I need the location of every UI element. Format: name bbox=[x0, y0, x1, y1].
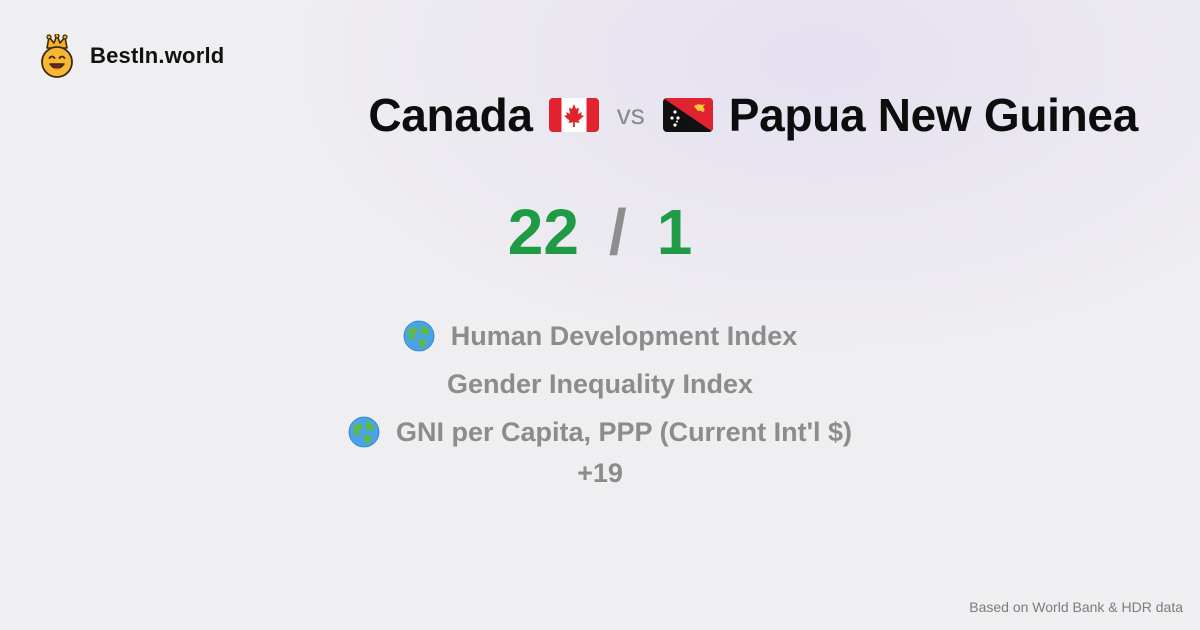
crowned-smiley-icon bbox=[41, 34, 73, 78]
category-item[interactable]: Human Development Index bbox=[0, 312, 1200, 360]
more-categories-count[interactable]: +19 bbox=[577, 458, 623, 488]
category-label: Human Development Index bbox=[450, 320, 798, 351]
brand-name: BestIn.world bbox=[90, 43, 225, 68]
category-label: Gender Inequality Index bbox=[446, 368, 754, 399]
page-title: Canada vs Papua New Guinea bbox=[0, 88, 1200, 148]
category-item[interactable]: GNI per Capita, PPP (Current Int'l $) bbox=[0, 408, 1200, 456]
score-country-b: 1 bbox=[656, 196, 693, 268]
brand[interactable]: BestIn.world bbox=[38, 34, 224, 78]
country-a-name[interactable]: Canada bbox=[368, 89, 533, 141]
vs-label: vs bbox=[616, 99, 645, 130]
category-label: GNI per Capita, PPP (Current Int'l $) bbox=[396, 416, 852, 447]
country-b-name[interactable]: Papua New Guinea bbox=[728, 89, 1139, 141]
globe-icon bbox=[348, 416, 380, 448]
papua-new-guinea-flag-icon bbox=[662, 98, 713, 132]
score-separator: / bbox=[608, 196, 627, 268]
category-list: Human Development Index Gender Inequalit… bbox=[0, 312, 1200, 456]
score-country-a: 22 bbox=[507, 196, 579, 268]
globe-icon bbox=[403, 320, 435, 352]
canada-flag-icon bbox=[548, 98, 599, 132]
data-source-note: Based on World Bank & HDR data bbox=[969, 599, 1183, 615]
score: 22 / 1 bbox=[0, 194, 1200, 270]
category-item[interactable]: Gender Inequality Index bbox=[0, 360, 1200, 408]
